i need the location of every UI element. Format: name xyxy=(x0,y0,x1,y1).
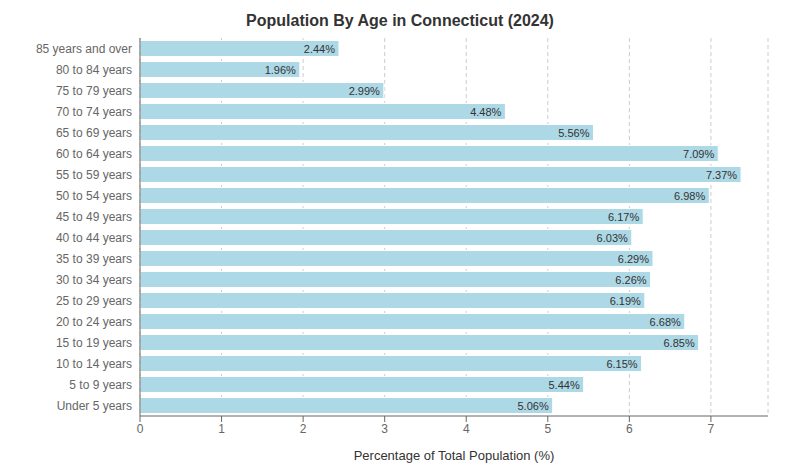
svg-text:10 to 14 years: 10 to 14 years xyxy=(56,357,132,371)
svg-text:2: 2 xyxy=(300,422,307,436)
svg-text:6.29%: 6.29% xyxy=(618,253,649,265)
svg-text:75 to 79 years: 75 to 79 years xyxy=(56,84,132,98)
svg-text:Under 5 years: Under 5 years xyxy=(57,399,132,413)
svg-text:70 to 74 years: 70 to 74 years xyxy=(56,105,132,119)
svg-text:7.37%: 7.37% xyxy=(706,169,737,181)
svg-text:5.56%: 5.56% xyxy=(558,127,589,139)
svg-text:Percentage of Total Population: Percentage of Total Population (%) xyxy=(354,448,555,463)
svg-text:65 to 69 years: 65 to 69 years xyxy=(56,126,132,140)
svg-text:80 to 84 years: 80 to 84 years xyxy=(56,63,132,77)
svg-text:5: 5 xyxy=(544,422,551,436)
svg-text:0: 0 xyxy=(137,422,144,436)
svg-text:1: 1 xyxy=(218,422,225,436)
svg-text:2.99%: 2.99% xyxy=(349,85,380,97)
svg-text:7: 7 xyxy=(708,422,715,436)
svg-text:85 years and over: 85 years and over xyxy=(36,42,132,56)
svg-text:3: 3 xyxy=(381,422,388,436)
svg-text:6.15%: 6.15% xyxy=(606,358,637,370)
svg-text:55 to 59 years: 55 to 59 years xyxy=(56,168,132,182)
svg-text:6.26%: 6.26% xyxy=(615,274,646,286)
svg-text:20 to 24 years: 20 to 24 years xyxy=(56,315,132,329)
svg-text:4: 4 xyxy=(463,422,470,436)
svg-text:15 to 19 years: 15 to 19 years xyxy=(56,336,132,350)
svg-text:6.19%: 6.19% xyxy=(610,295,641,307)
svg-text:40 to 44 years: 40 to 44 years xyxy=(56,231,132,245)
svg-text:6.03%: 6.03% xyxy=(597,232,628,244)
html-text:Population By Age in Connectic: Population By Age in Connecticut (2024) xyxy=(246,12,554,29)
svg-text:5.44%: 5.44% xyxy=(548,379,579,391)
svg-text:35 to 39 years: 35 to 39 years xyxy=(56,252,132,266)
svg-text:2.44%: 2.44% xyxy=(304,43,335,55)
svg-text:1.96%: 1.96% xyxy=(265,64,296,76)
svg-text:45 to 49 years: 45 to 49 years xyxy=(56,210,132,224)
svg-text:4.48%: 4.48% xyxy=(470,106,501,118)
svg-text:6.17%: 6.17% xyxy=(608,211,639,223)
svg-text:30 to 34 years: 30 to 34 years xyxy=(56,273,132,287)
svg-text:5 to 9 years: 5 to 9 years xyxy=(69,378,132,392)
svg-text:6.98%: 6.98% xyxy=(674,190,705,202)
svg-text:6: 6 xyxy=(626,422,633,436)
svg-text:60 to 64 years: 60 to 64 years xyxy=(56,147,132,161)
svg-text:6.68%: 6.68% xyxy=(650,316,681,328)
svg-text:6.85%: 6.85% xyxy=(663,337,694,349)
svg-text:25 to 29 years: 25 to 29 years xyxy=(56,294,132,308)
svg-text:7.09%: 7.09% xyxy=(683,148,714,160)
svg-text:50 to 54 years: 50 to 54 years xyxy=(56,189,132,203)
svg-text:5.06%: 5.06% xyxy=(517,400,548,412)
